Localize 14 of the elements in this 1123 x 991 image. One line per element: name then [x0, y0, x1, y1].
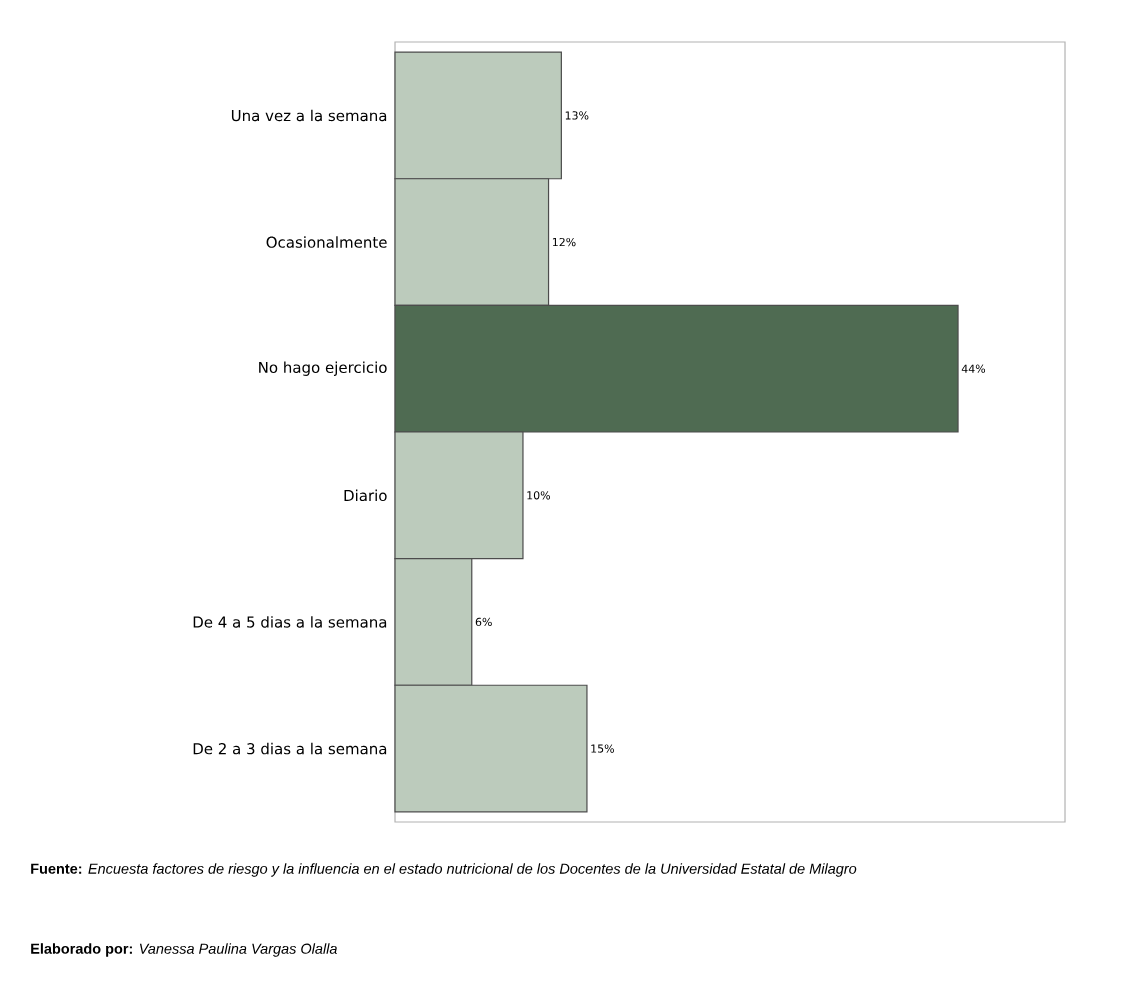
y-tick-label: No hago ejercicio [259, 361, 387, 376]
y-tick-label: Diario [344, 489, 387, 502]
text: Elaborado por: Vanessa Paulina Vargas Olalla [31, 943, 337, 957]
data-label: 15% [591, 744, 614, 753]
data-label: 44% [961, 364, 986, 373]
y-tick-label: De 2 a 3 dias a la semana [193, 742, 387, 755]
data-label: 12% [552, 237, 576, 247]
y-tick-label: Una vez a la semana [231, 109, 387, 122]
data-label: 13% [565, 111, 589, 120]
data-label: 6% [475, 617, 492, 627]
text: Fuente: Encuesta factores de riesgo y la influencia en el estado nutricional de los Docentes de la Universidad Estatal de Milagro [31, 863, 857, 877]
data-label: 10% [527, 491, 550, 500]
y-tick-label: Ocasionalmente [266, 236, 387, 248]
y-tick-label: De 4 a 5 dias a la semana [193, 616, 387, 628]
